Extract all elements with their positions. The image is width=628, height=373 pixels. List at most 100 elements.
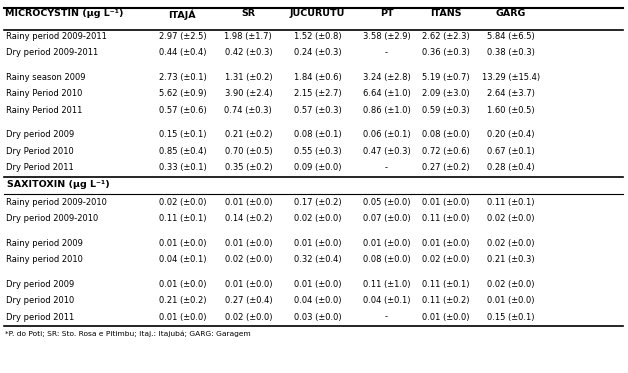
Text: Rainy period 2009-2011: Rainy period 2009-2011 [6, 32, 107, 41]
Text: 0.11 (±0.1): 0.11 (±0.1) [159, 214, 206, 223]
Text: SAXITOXIN (μg L⁻¹): SAXITOXIN (μg L⁻¹) [7, 180, 110, 189]
Text: 0.04 (±0.1): 0.04 (±0.1) [159, 255, 206, 264]
Text: 0.02 (±0.0): 0.02 (±0.0) [487, 214, 534, 223]
Text: ITAJÁ: ITAJÁ [169, 9, 196, 20]
Text: 0.01 (±0.0): 0.01 (±0.0) [159, 239, 206, 248]
Text: 3.90 (±2.4): 3.90 (±2.4) [225, 89, 272, 98]
Text: -: - [385, 163, 388, 172]
Text: 0.14 (±0.2): 0.14 (±0.2) [225, 214, 272, 223]
Text: 0.03 (±0.0): 0.03 (±0.0) [294, 313, 341, 322]
Text: 0.01 (±0.0): 0.01 (±0.0) [294, 280, 341, 289]
Text: 0.33 (±0.1): 0.33 (±0.1) [158, 163, 207, 172]
Text: 2.64 (±3.7): 2.64 (±3.7) [487, 89, 534, 98]
Text: 0.06 (±0.1): 0.06 (±0.1) [363, 130, 410, 139]
Text: *P. do Poti; SR: Sto. Rosa e Pitimbu; Itaj.: Itajubá; GARG: Garagem: *P. do Poti; SR: Sto. Rosa e Pitimbu; It… [5, 331, 251, 337]
Text: 0.70 (±0.5): 0.70 (±0.5) [225, 147, 272, 156]
Text: 0.21 (±0.2): 0.21 (±0.2) [225, 130, 272, 139]
Text: 0.01 (±0.0): 0.01 (±0.0) [294, 239, 341, 248]
Text: 0.72 (±0.6): 0.72 (±0.6) [422, 147, 470, 156]
Text: ITANS: ITANS [430, 9, 462, 18]
Text: 5.84 (±6.5): 5.84 (±6.5) [487, 32, 534, 41]
Text: 0.85 (±0.4): 0.85 (±0.4) [159, 147, 206, 156]
Text: Dry period 2009-2011: Dry period 2009-2011 [6, 48, 99, 57]
Text: 0.36 (±0.3): 0.36 (±0.3) [422, 48, 470, 57]
Text: 0.05 (±0.0): 0.05 (±0.0) [363, 198, 410, 207]
Text: 0.20 (±0.4): 0.20 (±0.4) [487, 130, 534, 139]
Text: 0.11 (±0.1): 0.11 (±0.1) [423, 280, 470, 289]
Text: 0.28 (±0.4): 0.28 (±0.4) [487, 163, 534, 172]
Text: -: - [385, 313, 388, 322]
Text: SR: SR [241, 9, 256, 18]
Text: 5.19 (±0.7): 5.19 (±0.7) [423, 73, 470, 82]
Text: 0.04 (±0.0): 0.04 (±0.0) [294, 296, 341, 305]
Text: 0.02 (±0.0): 0.02 (±0.0) [294, 214, 341, 223]
Text: 0.02 (±0.0): 0.02 (±0.0) [423, 255, 470, 264]
Text: Dry Period 2011: Dry Period 2011 [6, 163, 74, 172]
Text: 0.67 (±0.1): 0.67 (±0.1) [487, 147, 534, 156]
Text: Rainy period 2009: Rainy period 2009 [6, 239, 83, 248]
Text: 5.62 (±0.9): 5.62 (±0.9) [159, 89, 206, 98]
Text: 0.02 (±0.0): 0.02 (±0.0) [225, 255, 272, 264]
Text: 13.29 (±15.4): 13.29 (±15.4) [482, 73, 539, 82]
Text: 0.01 (±0.0): 0.01 (±0.0) [423, 198, 470, 207]
Text: 0.01 (±0.0): 0.01 (±0.0) [363, 239, 410, 248]
Text: 0.57 (±0.6): 0.57 (±0.6) [158, 106, 207, 115]
Text: 2.15 (±2.7): 2.15 (±2.7) [294, 89, 341, 98]
Text: Dry period 2010: Dry period 2010 [6, 296, 75, 305]
Text: 0.09 (±0.0): 0.09 (±0.0) [294, 163, 341, 172]
Text: 0.27 (±0.4): 0.27 (±0.4) [225, 296, 272, 305]
Text: 0.17 (±0.2): 0.17 (±0.2) [294, 198, 341, 207]
Text: 0.01 (±0.0): 0.01 (±0.0) [225, 198, 272, 207]
Text: 1.31 (±0.2): 1.31 (±0.2) [225, 73, 272, 82]
Text: 0.55 (±0.3): 0.55 (±0.3) [294, 147, 341, 156]
Text: 3.24 (±2.8): 3.24 (±2.8) [362, 73, 411, 82]
Text: Rainy period 2009-2010: Rainy period 2009-2010 [6, 198, 107, 207]
Text: 0.08 (±0.1): 0.08 (±0.1) [294, 130, 341, 139]
Text: 0.02 (±0.0): 0.02 (±0.0) [487, 280, 534, 289]
Text: 0.01 (±0.0): 0.01 (±0.0) [487, 296, 534, 305]
Text: 0.11 (±1.0): 0.11 (±1.0) [363, 280, 410, 289]
Text: 0.01 (±0.0): 0.01 (±0.0) [159, 313, 206, 322]
Text: 0.11 (±0.2): 0.11 (±0.2) [423, 296, 470, 305]
Text: 0.02 (±0.0): 0.02 (±0.0) [487, 239, 534, 248]
Text: 0.08 (±0.0): 0.08 (±0.0) [363, 255, 410, 264]
Text: 0.57 (±0.3): 0.57 (±0.3) [293, 106, 342, 115]
Text: 6.64 (±1.0): 6.64 (±1.0) [362, 89, 411, 98]
Text: 0.15 (±0.1): 0.15 (±0.1) [487, 313, 534, 322]
Text: 0.42 (±0.3): 0.42 (±0.3) [225, 48, 272, 57]
Text: 0.47 (±0.3): 0.47 (±0.3) [362, 147, 411, 156]
Text: 0.32 (±0.4): 0.32 (±0.4) [294, 255, 341, 264]
Text: 2.62 (±2.3): 2.62 (±2.3) [422, 32, 470, 41]
Text: Dry period 2009-2010: Dry period 2009-2010 [6, 214, 99, 223]
Text: Rainy Period 2010: Rainy Period 2010 [6, 89, 83, 98]
Text: 0.11 (±0.1): 0.11 (±0.1) [487, 198, 534, 207]
Text: 0.86 (±1.0): 0.86 (±1.0) [362, 106, 411, 115]
Text: PT: PT [380, 9, 393, 18]
Text: 0.02 (±0.0): 0.02 (±0.0) [159, 198, 206, 207]
Text: Rainy season 2009: Rainy season 2009 [6, 73, 86, 82]
Text: Dry period 2009: Dry period 2009 [6, 280, 75, 289]
Text: 2.09 (±3.0): 2.09 (±3.0) [423, 89, 470, 98]
Text: 0.27 (±0.2): 0.27 (±0.2) [423, 163, 470, 172]
Text: MICROCYSTIN (μg L⁻¹): MICROCYSTIN (μg L⁻¹) [5, 9, 124, 18]
Text: 0.01 (±0.0): 0.01 (±0.0) [423, 239, 470, 248]
Text: 0.11 (±0.0): 0.11 (±0.0) [423, 214, 470, 223]
Text: 0.44 (±0.4): 0.44 (±0.4) [159, 48, 206, 57]
Text: 0.01 (±0.0): 0.01 (±0.0) [225, 239, 272, 248]
Text: 0.01 (±0.0): 0.01 (±0.0) [423, 313, 470, 322]
Text: 0.59 (±0.3): 0.59 (±0.3) [423, 106, 470, 115]
Text: JUCURUTU: JUCURUTU [290, 9, 345, 18]
Text: 0.01 (±0.0): 0.01 (±0.0) [225, 280, 272, 289]
Text: Rainy period 2010: Rainy period 2010 [6, 255, 83, 264]
Text: Dry period 2009: Dry period 2009 [6, 130, 75, 139]
Text: 1.84 (±0.6): 1.84 (±0.6) [293, 73, 342, 82]
Text: 0.35 (±0.2): 0.35 (±0.2) [225, 163, 272, 172]
Text: Rainy Period 2011: Rainy Period 2011 [6, 106, 83, 115]
Text: 0.02 (±0.0): 0.02 (±0.0) [225, 313, 272, 322]
Text: Dry period 2011: Dry period 2011 [6, 313, 75, 322]
Text: 2.73 (±0.1): 2.73 (±0.1) [158, 73, 207, 82]
Text: 0.21 (±0.3): 0.21 (±0.3) [487, 255, 534, 264]
Text: -: - [385, 48, 388, 57]
Text: 1.98 (±1.7): 1.98 (±1.7) [224, 32, 273, 41]
Text: 1.52 (±0.8): 1.52 (±0.8) [294, 32, 341, 41]
